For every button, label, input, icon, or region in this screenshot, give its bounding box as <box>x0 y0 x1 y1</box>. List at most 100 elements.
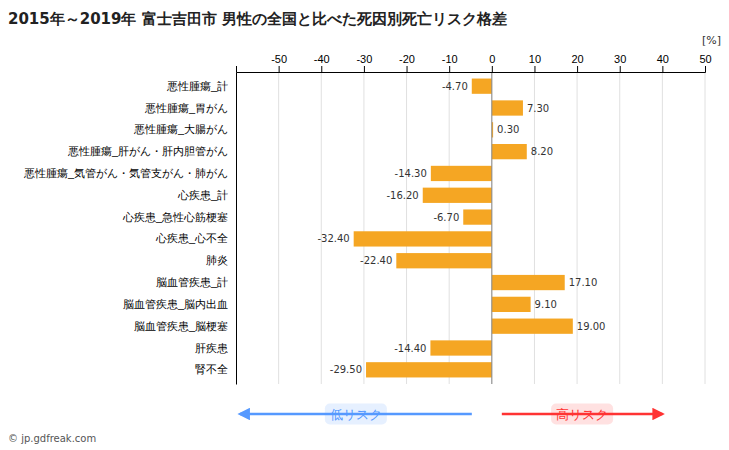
bar <box>492 100 523 115</box>
tick-label: 30 <box>614 53 626 65</box>
data-label: -22.40 <box>360 255 392 266</box>
grid-line <box>577 72 578 384</box>
data-label: -4.70 <box>442 81 468 92</box>
tick-mark <box>705 66 706 72</box>
tick: -40 <box>314 53 330 72</box>
annotation-box <box>325 404 387 425</box>
data-labels: -4.707.300.308.20-14.30-16.20-6.70-32.40… <box>317 81 605 376</box>
data-label: 9.10 <box>535 299 557 310</box>
bar <box>492 319 573 334</box>
tick-mark <box>492 66 493 72</box>
tick-mark <box>662 66 663 72</box>
tick-label: 悪性腫瘍_胃がん <box>144 102 228 114</box>
tick-mark <box>279 66 280 72</box>
tick: 悪性腫瘍_肝がん・肝内胆管がん <box>67 145 236 157</box>
grid-line <box>662 72 663 384</box>
tick-label: 40 <box>657 53 669 65</box>
tick: 心疾患_計 <box>177 189 236 201</box>
data-label: -6.70 <box>433 212 459 223</box>
tick: 40 <box>657 53 669 72</box>
tick: 悪性腫瘍_大腸がん <box>133 123 236 135</box>
annotation: 低リスク <box>330 407 382 422</box>
tick-label: -20 <box>399 53 415 65</box>
bar <box>354 231 492 246</box>
grid-line <box>363 72 364 384</box>
bar <box>431 166 492 181</box>
tick-label: 脳血管疾患_脳内出血 <box>123 298 228 310</box>
data-label: -16.20 <box>386 190 418 201</box>
tick-mark <box>407 66 408 72</box>
tick: -50 <box>271 53 287 72</box>
plot: -50-40-30-20-1001020304050悪性腫瘍_計悪性腫瘍_胃がん… <box>23 53 712 385</box>
tick-label: 悪性腫瘍_気管がん・気管支がん・肺がん <box>23 167 228 179</box>
bars <box>354 79 573 378</box>
data-label: 19.00 <box>577 321 606 332</box>
bar <box>492 297 531 312</box>
tick-label: -40 <box>314 53 330 65</box>
tick-label: 脳血管疾患_計 <box>156 276 228 288</box>
y-axis: 悪性腫瘍_計悪性腫瘍_胃がん悪性腫瘍_大腸がん悪性腫瘍_肝がん・肝内胆管がん悪性… <box>23 73 237 385</box>
data-label: -32.40 <box>317 233 349 244</box>
axis-unit: [%] <box>702 34 721 47</box>
bar <box>472 79 492 94</box>
tick: 脳血管疾患_脳内出血 <box>123 298 236 310</box>
title: 2015年～2019年 富士吉田市 男性の全国と比べた死因別死亡リスク格差 <box>8 10 507 28</box>
tick: 悪性腫瘍_気管がん・気管支がん・肺がん <box>23 167 236 179</box>
tick: 0 <box>489 53 495 72</box>
axis-line <box>237 66 706 73</box>
tick-label: 0 <box>489 53 495 65</box>
grid-line <box>705 72 706 384</box>
tick: 脳血管疾患_脳梗塞 <box>134 320 236 332</box>
tick-mark <box>534 66 535 72</box>
tick: 20 <box>571 53 583 72</box>
grid-line <box>534 72 535 384</box>
tick-mark <box>449 66 450 72</box>
tick-label: -10 <box>442 53 458 65</box>
tick: 10 <box>529 53 541 72</box>
tick-label: -50 <box>271 53 287 65</box>
grid-line <box>449 72 450 384</box>
grid <box>279 72 705 384</box>
zero-line <box>491 72 492 384</box>
bar <box>423 188 492 203</box>
tick-label: 脳血管疾患_脳梗塞 <box>134 320 228 332</box>
tick: 腎不全 <box>195 363 236 375</box>
annotation-box <box>551 404 613 425</box>
tick: 心疾患_急性心筋梗塞 <box>122 211 236 223</box>
tick-mark <box>577 66 578 72</box>
data-label: 7.30 <box>527 103 549 114</box>
tick: 30 <box>614 53 626 72</box>
bar <box>492 144 527 159</box>
grid-line <box>321 72 322 384</box>
tick-label: 心疾患_心不全 <box>155 232 228 244</box>
chart: 2015年～2019年 富士吉田市 男性の全国と比べた死因別死亡リスク格差 [%]… <box>0 0 729 450</box>
tick: 心疾患_心不全 <box>155 232 236 244</box>
axis-line <box>236 73 237 385</box>
bar <box>396 253 492 268</box>
tick-label: 20 <box>571 53 583 65</box>
grid-line <box>491 72 492 384</box>
tick: 悪性腫瘍_胃がん <box>144 102 236 114</box>
tick-label: 10 <box>529 53 541 65</box>
tick-label: 肺炎 <box>206 254 228 266</box>
tick-label: 肝疾患 <box>195 342 228 354</box>
data-label: -14.40 <box>394 343 426 354</box>
tick: 50 <box>699 53 711 72</box>
tick-label: 心疾患_計 <box>177 189 228 201</box>
tick: -10 <box>442 53 458 72</box>
bar <box>430 340 491 355</box>
tick-label: 心疾患_急性心筋梗塞 <box>122 211 228 223</box>
tick-label: 50 <box>699 53 711 65</box>
data-label: -14.30 <box>395 168 427 179</box>
grid-line <box>619 72 620 384</box>
tick-label: -30 <box>356 53 372 65</box>
tick-label: 悪性腫瘍_肝がん・肝内胆管がん <box>67 145 228 157</box>
tick: 肝疾患 <box>195 342 236 354</box>
tick-label: 悪性腫瘍_大腸がん <box>133 123 228 135</box>
bar <box>463 209 492 224</box>
bar <box>492 275 565 290</box>
tick: 脳血管疾患_計 <box>156 276 236 288</box>
tick-mark <box>364 66 365 72</box>
data-label: 17.10 <box>569 277 598 288</box>
tick-mark <box>620 66 621 72</box>
